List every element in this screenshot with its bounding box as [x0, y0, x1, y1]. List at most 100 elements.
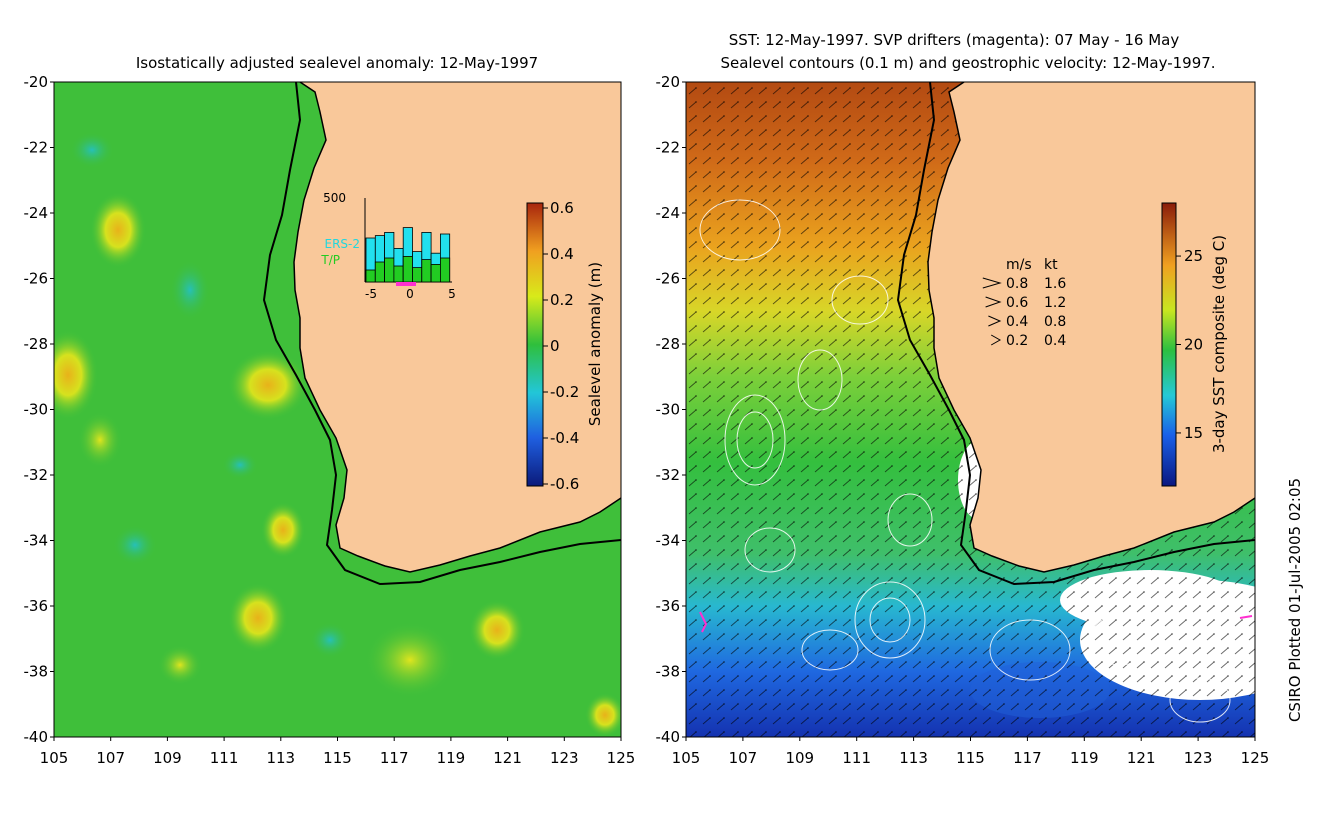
right-title-line1: SST: 12-May-1997. SVP drifters (magenta)…: [729, 31, 1180, 49]
right-ytick-label: -30: [656, 401, 681, 419]
legend-header-kt: kt: [1044, 257, 1058, 273]
inset-bar-tp: [374, 261, 385, 283]
left-xtick-label: 109: [153, 749, 182, 767]
right-map: [686, 82, 1255, 737]
inset-label-ers2: ERS-2: [324, 237, 360, 251]
left-ytick-label: -40: [24, 728, 49, 746]
inset-bar-tp: [421, 259, 432, 283]
inset-bar-tp: [430, 263, 441, 283]
right-ytick-label: -40: [656, 728, 681, 746]
left-xtick-label: 119: [437, 749, 466, 767]
left-xtick-label: 117: [380, 749, 409, 767]
right-xtick-label: 117: [1013, 749, 1042, 767]
anomaly-colorbar-tick-label: -0.4: [550, 429, 579, 447]
right-xtick-label: 107: [729, 749, 758, 767]
left-ytick-label: -22: [24, 139, 49, 157]
right-title-line2: Sealevel contours (0.1 m) and geostrophi…: [720, 54, 1215, 72]
right-ytick-label: -28: [656, 335, 681, 353]
legend-arrow: [988, 315, 1002, 327]
right-xtick-label: 125: [1241, 749, 1270, 767]
right-xtick-label: 119: [1070, 749, 1099, 767]
left-xtick-label: 111: [210, 749, 239, 767]
legend-ms-value: 0.2: [1006, 333, 1028, 349]
right-ytick-label: -36: [656, 597, 681, 615]
coastline: [927, 82, 1255, 573]
inset-xtick: 0: [406, 287, 414, 301]
left-xtick-label: 123: [550, 749, 579, 767]
legend-header-ms: m/s: [1006, 257, 1032, 273]
legend-kt-value: 1.6: [1044, 276, 1066, 292]
left-ytick-label: -32: [24, 466, 49, 484]
legend-kt-value: 0.8: [1044, 314, 1066, 330]
left-ytick-label: -30: [24, 401, 49, 419]
inset-bar-tp: [384, 257, 395, 283]
sst-colorbar: 25 20 15 3-day SST composite (deg C): [1161, 202, 1228, 487]
anomaly-colorbar-tick-label: 0.4: [550, 245, 574, 263]
right-ytick-label: -20: [656, 73, 681, 91]
inset-chart: 500 ERS-2 T/P -5 0 5: [320, 191, 455, 301]
sst-colorbar-tick-label: 20: [1184, 336, 1203, 354]
right-xtick-label: 109: [785, 749, 814, 767]
right-ytick-label: -32: [656, 466, 681, 484]
credit-text: CSIRO Plotted 01-Jul-2005 02:05: [1286, 478, 1304, 722]
shelf-contour: [896, 82, 1255, 586]
coastline: [293, 82, 621, 573]
sealevel-contours: [699, 199, 1231, 723]
right-xtick-label: 115: [956, 749, 985, 767]
legend-arrow: [990, 334, 1002, 346]
left-xtick-label: 121: [493, 749, 522, 767]
right-ytick-label: -26: [656, 270, 681, 288]
anomaly-colorbar-tick-label: -0.2: [550, 383, 579, 401]
inset-bar-tp: [439, 257, 451, 283]
left-ytick-label: -28: [24, 335, 49, 353]
anomaly-colorbar-label: Sealevel anomaly (m): [586, 262, 604, 426]
left-axes: -20 -22 -24 -26 -28 -30 -32 -34 -36 -38 -40 105 107 1…: [24, 73, 636, 767]
left-xtick-label: 105: [40, 749, 69, 767]
left-xtick-label: 115: [323, 749, 352, 767]
anomaly-colorbar-tick-label: 0: [550, 337, 560, 355]
legend-arrow: [985, 296, 1002, 308]
inset-ymax: 500: [323, 191, 346, 205]
sst-colorbar-tick-label: 25: [1184, 247, 1203, 265]
left-ytick-label: -38: [24, 663, 49, 681]
left-ytick-label: -34: [24, 532, 49, 550]
sst-colorbar-tick-label: 15: [1184, 424, 1203, 442]
right-axes: -20 -22 -24 -26 -28 -30 -32 -34 -36 -38 -40 105 107 1…: [656, 73, 1270, 767]
legend-kt-value: 0.4: [1044, 333, 1066, 349]
right-ytick-label: -22: [656, 139, 681, 157]
left-title: Isostatically adjusted sealevel anomaly:…: [136, 54, 538, 72]
anomaly-colorbar-tick-label: 0.2: [550, 291, 574, 309]
anomaly-colorbar-tick-label: -0.6: [550, 475, 579, 493]
left-xtick-label: 107: [96, 749, 125, 767]
left-ytick-label: -20: [24, 73, 49, 91]
anomaly-colorbar: 0.6 0.4 0.2 0 -0.2 -0.4 -0.6 Sealevel anomaly …: [526, 199, 604, 493]
right-xtick-label: 113: [899, 749, 928, 767]
inset-xtick: 5: [448, 287, 456, 301]
inset-bar-tp: [365, 269, 376, 283]
right-xtick-label: 123: [1184, 749, 1213, 767]
anomaly-colorbar-tick-label: 0.6: [550, 199, 574, 217]
left-ytick-label: -24: [24, 204, 49, 222]
right-xtick-label: 121: [1127, 749, 1156, 767]
left-xtick-label: 125: [607, 749, 636, 767]
left-ytick-label: -26: [24, 270, 49, 288]
inset-xtick: -5: [365, 287, 377, 301]
legend-ms-value: 0.4: [1006, 314, 1028, 330]
inset-bars: [365, 227, 451, 283]
left-ytick-label: -36: [24, 597, 49, 615]
left-xtick-label: 113: [266, 749, 295, 767]
inset-label-tp: T/P: [320, 253, 340, 267]
right-xtick-label: 111: [842, 749, 871, 767]
drifter-track: [699, 611, 708, 633]
legend-kt-value: 1.2: [1044, 295, 1066, 311]
right-xtick-label: 105: [672, 749, 701, 767]
shelf-contour: [262, 82, 621, 586]
right-ytick-label: -24: [656, 204, 681, 222]
sst-colorbar-label: 3-day SST composite (deg C): [1210, 235, 1228, 453]
right-ytick-label: -38: [656, 663, 681, 681]
inset-bar-tp: [412, 267, 423, 283]
legend-ms-value: 0.6: [1006, 295, 1028, 311]
velocity-legend: m/s kt 0.8 1.6 0.6 1.2 0.4 0.8 0.2 0.4: [982, 257, 1066, 349]
